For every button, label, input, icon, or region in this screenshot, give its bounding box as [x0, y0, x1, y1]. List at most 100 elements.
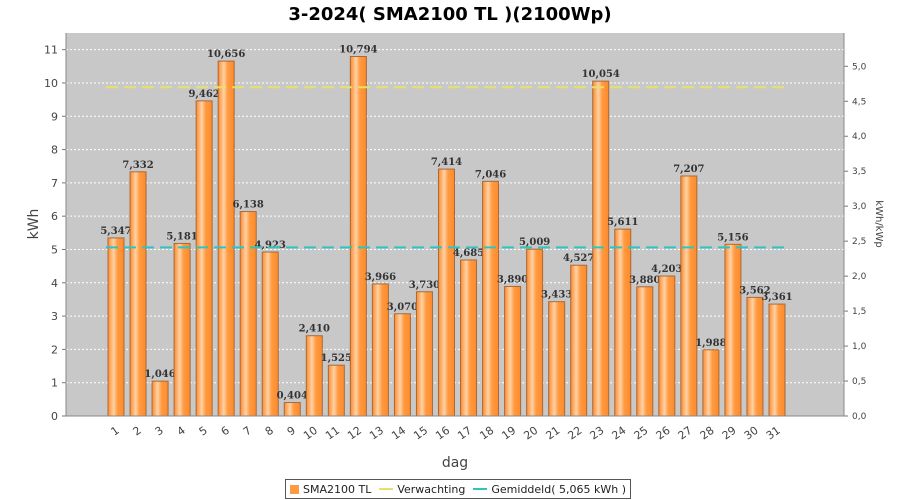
legend-item-average: Gemiddeld( 5,065 kWh )	[473, 483, 626, 496]
y-right-tick-label: 1,5	[852, 307, 866, 317]
x-tick-label: 31	[764, 424, 783, 443]
bar-value-label: 4,685	[453, 248, 484, 259]
bar	[548, 301, 566, 417]
x-tick-label: 19	[499, 424, 518, 443]
bar-value-label: 3,361	[761, 292, 792, 303]
bar	[195, 100, 213, 417]
y-right-tick-label: 2,5	[852, 237, 866, 247]
y-right-tick-label: 2,0	[852, 272, 867, 282]
legend: SMA2100 TL Verwachting Gemiddeld( 5,065 …	[285, 479, 632, 499]
bar-value-label: 9,462	[188, 89, 219, 100]
bar-value-label: 4,203	[651, 264, 682, 275]
bar	[526, 248, 544, 417]
y-axis-right-title: kWh/kWp	[873, 200, 884, 247]
legend-swatch-average	[473, 488, 488, 490]
x-tick-label: 23	[588, 424, 607, 443]
y-right-tick-label: 0,5	[852, 377, 866, 387]
bar-value-label: 3,562	[739, 285, 770, 296]
y-tick-label: 9	[51, 110, 58, 123]
y-tick-label: 4	[51, 277, 58, 290]
y-tick-label: 10	[44, 77, 58, 90]
y-axis-right: 0,0 0,5 1,0 1,5 2,0 2,5 3,0 3,5 4,0 4,5 5,0	[843, 33, 867, 422]
legend-label-average: Gemiddeld( 5,065 kWh )	[491, 482, 627, 496]
y-tick-label: 0	[51, 410, 58, 423]
bar-value-label: 1,988	[695, 338, 726, 349]
bar-value-label: 10,054	[582, 69, 620, 80]
bar	[305, 335, 323, 417]
legend-item-expected: Verwachting	[379, 483, 465, 496]
bar-value-label: 7,332	[122, 160, 153, 171]
y-right-tick-label: 3,0	[852, 202, 867, 212]
y-tick-label: 7	[51, 177, 58, 190]
x-tick-label: 20	[521, 424, 540, 443]
y-tick-label: 8	[51, 144, 58, 157]
x-tick-label: 26	[654, 424, 673, 443]
y-axis-left: 0 1 2 3 4 5 6 7 8 9 10 11	[44, 33, 67, 423]
x-tick-label: 1	[109, 424, 122, 439]
y-right-tick-label: 4,0	[852, 132, 867, 142]
bar	[680, 175, 698, 417]
chart-title: 3-2024( SMA2100 TL )(2100Wp)	[288, 4, 612, 25]
bar-value-label: 3,880	[629, 275, 660, 286]
bar-value-label: 1,525	[321, 353, 352, 364]
x-tick-label: 14	[389, 424, 408, 443]
bar	[173, 242, 191, 417]
x-tick-label: 27	[676, 424, 695, 443]
y-tick-label: 3	[51, 310, 58, 323]
x-tick-label: 6	[219, 424, 232, 439]
bar	[283, 402, 301, 417]
x-tick-label: 18	[477, 424, 496, 443]
legend-item-production: SMA2100 TL	[290, 483, 371, 496]
y-tick-label: 11	[44, 44, 58, 57]
bar-value-label: 7,207	[673, 164, 704, 175]
x-tick-label: 16	[433, 424, 452, 443]
y-right-tick-label: 5,0	[852, 62, 867, 72]
x-tick-label: 12	[345, 424, 364, 443]
bar	[724, 243, 742, 417]
x-axis-title: dag	[442, 455, 468, 471]
x-tick-label: 13	[367, 424, 386, 443]
bar-value-label: 5,156	[717, 232, 748, 243]
bar	[614, 228, 632, 417]
x-tick-label: 25	[632, 424, 651, 443]
bar-value-label: 1,046	[144, 369, 175, 380]
bar	[504, 285, 522, 417]
bar-value-label: 3,966	[365, 272, 396, 283]
bar	[327, 364, 345, 417]
x-tick-label: 15	[411, 424, 430, 443]
x-tick-label: 10	[301, 424, 320, 443]
bar-value-label: 0,404	[277, 391, 308, 402]
y-right-tick-label: 3,5	[852, 167, 866, 177]
x-tick-label: 2	[131, 424, 144, 439]
bar-value-label: 7,046	[475, 169, 506, 180]
y-right-tick-label: 1,0	[852, 342, 867, 352]
bar-value-label: 10,656	[207, 49, 245, 60]
bar-value-label: 3,070	[387, 302, 418, 313]
x-tick-label: 5	[197, 424, 210, 439]
bar	[592, 80, 610, 417]
bar	[460, 259, 478, 417]
x-tick-label: 7	[241, 424, 254, 439]
x-tick-label: 9	[285, 424, 298, 439]
y-tick-label: 5	[51, 243, 58, 256]
y-tick-label: 1	[51, 377, 58, 390]
bar-value-label: 3,433	[541, 290, 572, 301]
y-tick-label: 2	[51, 343, 58, 356]
x-axis: 1 2 3 4 5 6 7 8 9 10 11 12 13 14 15 16 17 18 19 20 21 22 23 24 2…	[66, 415, 844, 443]
bar	[415, 291, 433, 417]
bar-value-label: 5,611	[607, 217, 638, 228]
x-tick-label: 22	[565, 424, 584, 443]
x-tick-label: 30	[742, 424, 761, 443]
legend-swatch-production	[290, 484, 299, 494]
x-tick-label: 29	[720, 424, 739, 443]
bar	[393, 313, 411, 417]
x-tick-label: 17	[455, 424, 474, 443]
bar-value-label: 5,009	[519, 237, 550, 248]
bar-value-label: 2,410	[299, 324, 330, 335]
bar-value-label: 6,138	[233, 200, 264, 211]
bar-value-label: 5,347	[100, 226, 131, 237]
bar	[482, 180, 500, 417]
bar-value-label: 4,923	[255, 240, 286, 251]
legend-label-expected: Verwachting	[397, 482, 466, 496]
